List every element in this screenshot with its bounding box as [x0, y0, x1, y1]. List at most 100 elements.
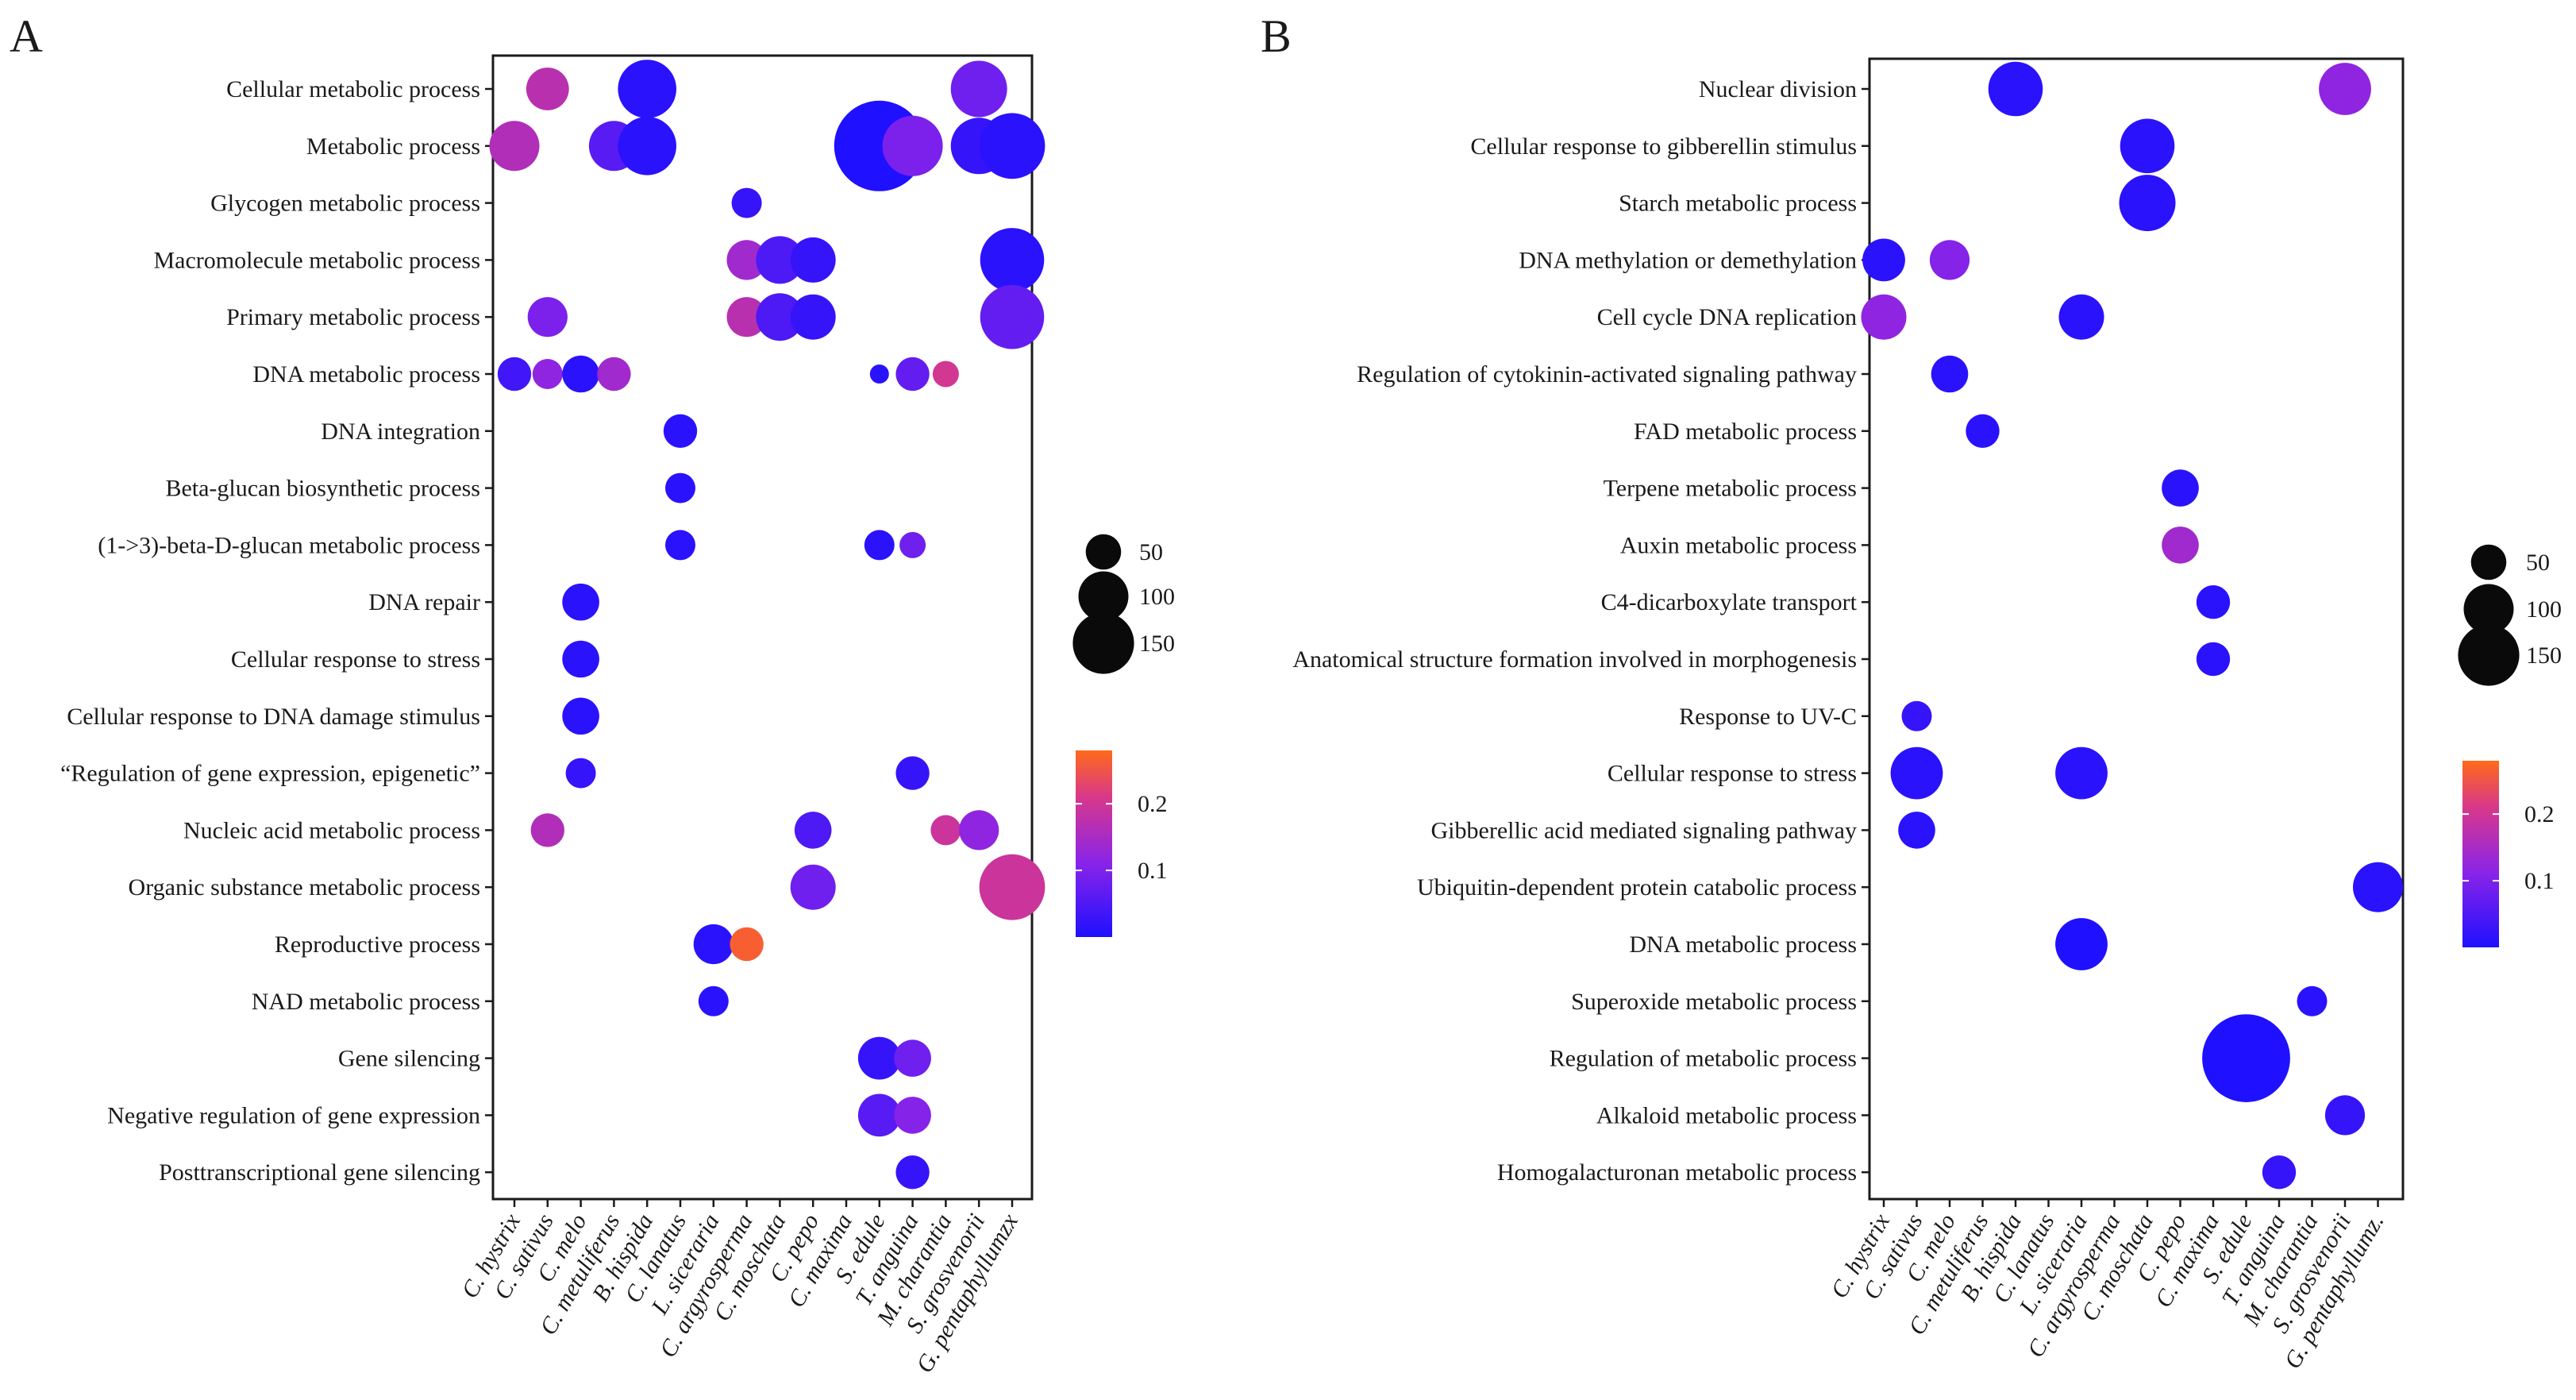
y-tick-label: Negative regulation of gene expression [107, 1102, 480, 1128]
data-bubble [2353, 862, 2403, 912]
data-bubble [895, 1155, 930, 1190]
size-legend-bubble [1085, 534, 1122, 570]
y-tick-label: Reproductive process [275, 931, 480, 958]
y-tick-label: Metabolic process [306, 133, 480, 160]
panel-letter: A [10, 10, 43, 62]
size-legend-bubble [1072, 612, 1134, 674]
plot-frame [491, 54, 1034, 1201]
y-tick-label: Cellular response to stress [1608, 761, 1857, 787]
y-tick-label: Gibberellic acid mediated signaling path… [1431, 817, 1857, 843]
data-bubble [693, 924, 734, 965]
y-tick-label: Cellular response to gibberellin stimulu… [1470, 133, 1857, 160]
data-bubble [1890, 746, 1943, 800]
data-bubble [2055, 918, 2108, 970]
y-tick-label: Alkaloid metabolic process [1596, 1102, 1857, 1128]
y-tick-label: FAD metabolic process [1634, 418, 1857, 445]
data-bubble [756, 293, 804, 341]
data-bubble [730, 927, 764, 962]
data-bubble [2202, 1014, 2290, 1102]
data-bubble [930, 815, 961, 846]
data-bubble [1862, 238, 1905, 282]
data-bubble [663, 414, 698, 448]
panel-letter: B [1261, 10, 1292, 62]
data-bubble [2324, 1095, 2366, 1136]
size-legend-label: 100 [2526, 596, 2562, 623]
color-bar-label: 0.1 [1138, 858, 1168, 884]
size-legend-label: 150 [2526, 642, 2562, 669]
data-bubble [562, 355, 599, 393]
data-bubble [980, 228, 1045, 292]
data-bubble [864, 530, 895, 561]
data-bubble [2196, 642, 2231, 677]
data-bubble [894, 1039, 931, 1077]
y-tick-label: Cellular response to DNA damage stimulus [67, 704, 480, 730]
data-bubble [979, 113, 1045, 179]
data-bubble [950, 60, 1007, 118]
data-bubble [1988, 61, 2043, 117]
size-legend-bubble [2458, 624, 2520, 686]
size-legend-bubble [2463, 584, 2514, 634]
color-bar [1076, 750, 1112, 937]
data-bubble [790, 237, 836, 283]
y-tick-label: C4-dicarboxylate transport [1601, 589, 1858, 615]
data-bubble [565, 758, 596, 789]
data-bubble [1966, 414, 2000, 448]
data-bubble [1901, 700, 1932, 731]
data-bubble [895, 357, 930, 391]
data-bubble [2297, 985, 2328, 1016]
y-tick-label: Beta-glucan biosynthetic process [165, 476, 480, 502]
data-bubble [497, 357, 532, 391]
data-bubble [726, 240, 767, 280]
data-bubble [2119, 175, 2176, 232]
y-tick-label: Nucleic acid metabolic process [183, 817, 480, 843]
y-tick-label: DNA metabolic process [252, 361, 480, 388]
y-tick-label: “Regulation of gene expression, epigenet… [60, 761, 480, 787]
data-bubble [2196, 585, 2231, 619]
size-legend-label: 50 [2526, 550, 2550, 576]
data-bubble [2262, 1155, 2297, 1190]
data-bubble [489, 121, 540, 172]
y-tick-label: Homogalacturonan metabolic process [1497, 1159, 1857, 1186]
data-bubble [1861, 294, 1907, 340]
y-tick-label: Cellular response to stress [231, 646, 480, 673]
data-bubble [1898, 812, 1935, 849]
data-bubble [756, 236, 804, 284]
y-tick-label: DNA methylation or demethylation [1519, 247, 1857, 273]
y-tick-label: Anatomical structure formation involved … [1292, 646, 1857, 673]
data-bubble [527, 297, 568, 337]
data-bubble [2055, 746, 2108, 800]
data-bubble [665, 472, 695, 503]
data-bubble [1931, 355, 1969, 393]
data-bubble [2058, 294, 2104, 340]
y-tick-label: Nuclear division [1699, 76, 1857, 102]
y-tick-label: Ubiquitin-dependent protein catabolic pr… [1417, 874, 1857, 901]
y-tick-label: Organic substance metabolic process [129, 874, 480, 901]
y-tick-label: Gene silencing [338, 1046, 480, 1072]
data-bubble [1929, 240, 1970, 280]
data-bubble [790, 864, 836, 910]
y-tick-label: Starch metabolic process [1619, 191, 1857, 217]
color-bar-label: 0.2 [2524, 801, 2555, 827]
plot-frame [1868, 57, 2405, 1201]
data-bubble [562, 640, 599, 678]
data-bubble [2162, 526, 2199, 564]
y-tick-label: Superoxide metabolic process [1571, 989, 1857, 1015]
data-bubble [726, 297, 767, 337]
data-bubble [618, 60, 676, 118]
data-bubble [530, 813, 564, 847]
size-legend-label: 150 [1139, 631, 1175, 657]
data-bubble [979, 854, 1045, 920]
data-bubble [869, 364, 889, 384]
y-tick-label: Cellular metabolic process [226, 76, 480, 102]
data-bubble [2319, 63, 2371, 115]
y-tick-label: DNA integration [321, 418, 480, 445]
size-legend-bubble [2470, 544, 2507, 580]
y-tick-label: Macromolecule metabolic process [153, 247, 480, 273]
y-tick-label: NAD metabolic process [252, 989, 480, 1015]
color-bar-label: 0.2 [1138, 791, 1168, 817]
data-bubble [894, 1097, 931, 1134]
data-bubble [794, 812, 832, 849]
data-bubble [2162, 469, 2199, 507]
y-tick-label: Auxin metabolic process [1620, 532, 1857, 558]
data-bubble [980, 284, 1045, 349]
